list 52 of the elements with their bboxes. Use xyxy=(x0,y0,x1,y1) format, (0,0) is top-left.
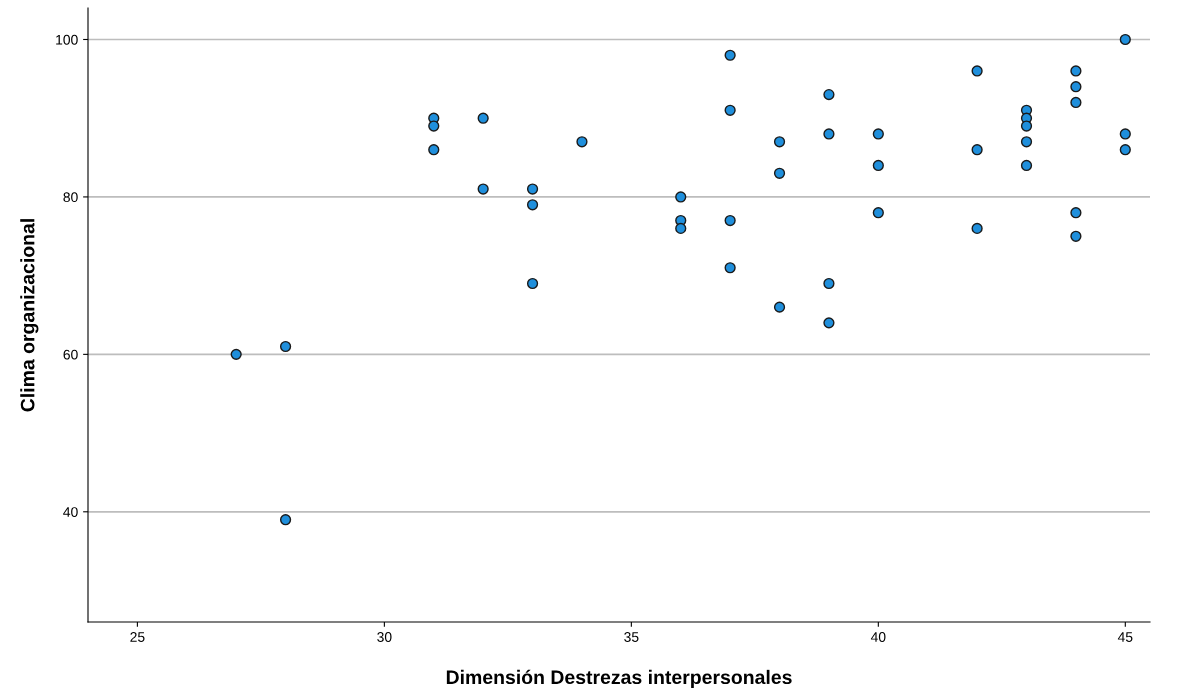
point xyxy=(773,167,786,179)
point xyxy=(823,277,835,290)
x-tick-label: 35 xyxy=(624,632,639,642)
y-tick-label: 100 xyxy=(56,34,78,45)
point xyxy=(724,262,736,274)
point xyxy=(724,49,736,61)
y-tick-label: 80 xyxy=(63,192,78,203)
point xyxy=(1119,33,1131,46)
point xyxy=(1070,207,1082,219)
x-tick-label: 45 xyxy=(1117,632,1133,642)
point xyxy=(773,301,786,313)
point xyxy=(971,65,983,77)
point xyxy=(724,214,736,227)
point xyxy=(971,144,983,156)
point xyxy=(1070,81,1082,93)
point xyxy=(526,277,539,290)
point xyxy=(477,183,489,195)
point xyxy=(1119,144,1131,156)
point xyxy=(773,136,786,148)
point xyxy=(279,340,292,353)
y-axis-title: Clima organizacional xyxy=(20,219,39,412)
point xyxy=(428,120,440,132)
point xyxy=(872,159,884,172)
point xyxy=(1070,65,1082,77)
x-axis-title: Dimensión Destrezas interpersonales xyxy=(446,669,792,688)
y-tick-label: 40 xyxy=(63,507,78,517)
point xyxy=(1020,120,1033,132)
point xyxy=(279,514,292,526)
point xyxy=(823,317,835,329)
point xyxy=(576,136,588,148)
point xyxy=(526,199,539,211)
x-tick-label: 25 xyxy=(130,632,145,642)
point xyxy=(1020,136,1033,148)
point xyxy=(1070,230,1082,242)
y-tick-label: 60 xyxy=(63,349,78,360)
point xyxy=(872,207,884,219)
point xyxy=(428,144,440,156)
point xyxy=(823,88,835,101)
point xyxy=(823,128,835,140)
point xyxy=(724,104,736,116)
point xyxy=(872,128,884,140)
point xyxy=(1119,128,1131,140)
point xyxy=(971,222,983,235)
point xyxy=(675,222,687,235)
x-tick-label: 30 xyxy=(377,632,392,642)
point xyxy=(477,112,489,124)
point xyxy=(1020,159,1033,172)
point xyxy=(230,348,242,360)
point xyxy=(526,183,539,195)
point xyxy=(1070,96,1082,109)
point xyxy=(675,191,687,203)
x-tick-label: 40 xyxy=(870,632,886,642)
